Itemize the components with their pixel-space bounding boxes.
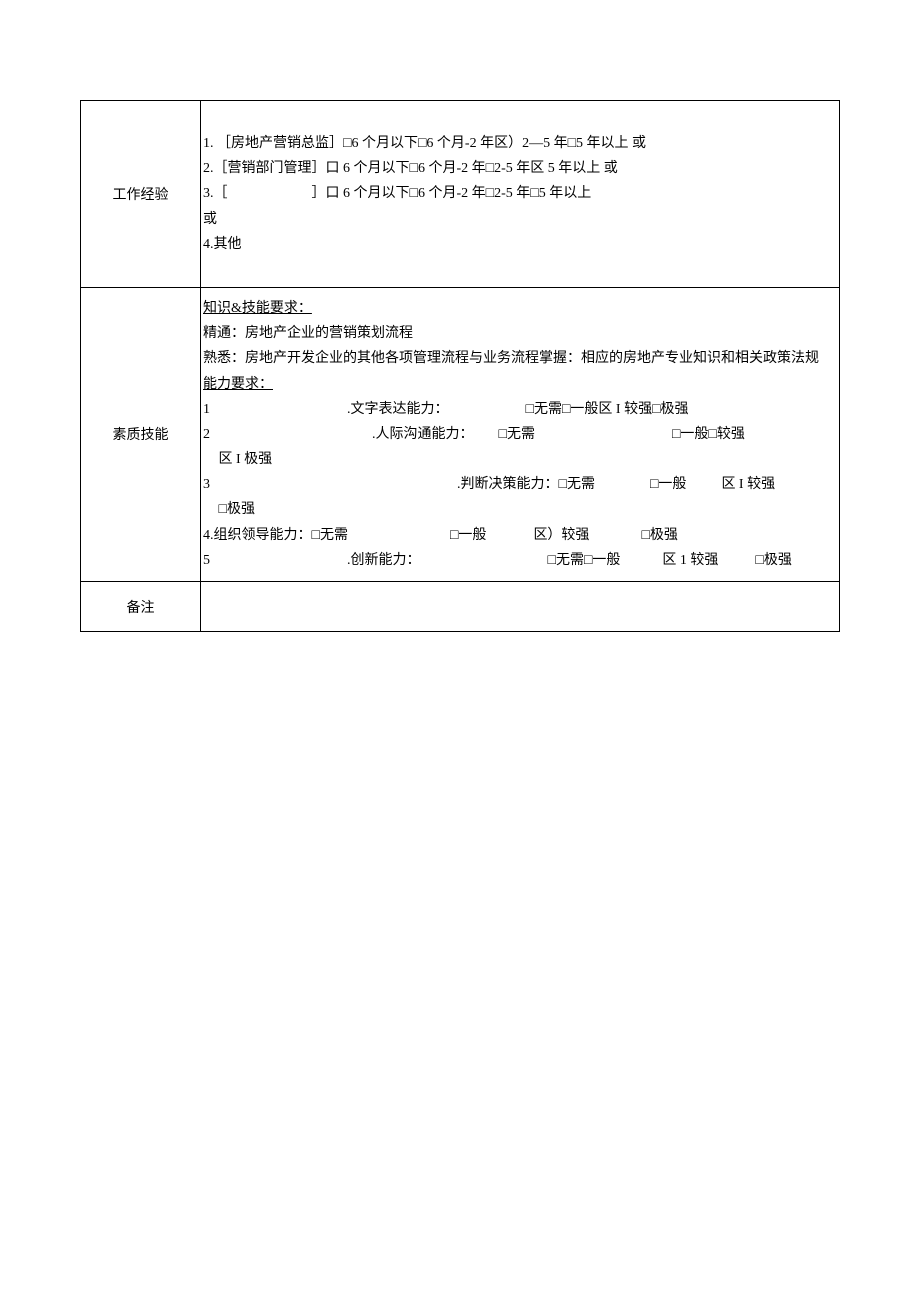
remark-content [201, 582, 840, 632]
exp-line-3: 3.［ ］口 6 个月以下□6 个月-2 年□2-5 年□5 年以上 [203, 181, 831, 206]
ability-4-opt3: □极强 [641, 528, 677, 543]
ability-1-opts: □无需□一般区 I 较强□极强 [526, 402, 689, 417]
label-text: 工作经验 [113, 188, 169, 203]
work-experience-label: 工作经验 [81, 101, 201, 288]
ability-5-opt3: □极强 [755, 553, 791, 568]
skills-label: 素质技能 [81, 287, 201, 581]
exp-line-1: 1. ［房地产营销总监］□6 个月以下□6 个月-2 年区）2—5 年□5 年以… [203, 131, 831, 156]
ability-2-opt3: 区 I 极强 [219, 452, 273, 467]
knowledge-line-2: 熟悉：房地产开发企业的其他各项管理流程与业务流程掌握：相应的房地产专业知识和相关… [203, 346, 831, 371]
ability-2: 2 .人际沟通能力： □无需 □一般□较强 区 I 极强 [203, 422, 831, 472]
remark-label: 备注 [81, 582, 201, 632]
work-experience-content: 1. ［房地产营销总监］□6 个月以下□6 个月-2 年区）2—5 年□5 年以… [201, 101, 840, 288]
knowledge-line-1: 精通：房地产企业的营销策划流程 [203, 321, 831, 346]
remark-row: 备注 [81, 582, 840, 632]
ability-1: 1 .文字表达能力： □无需□一般区 I 较强□极强 [203, 397, 831, 422]
skills-row: 素质技能 知识&技能要求： 精通：房地产企业的营销策划流程 熟悉：房地产开发企业… [81, 287, 840, 581]
ability-1-label: .文字表达能力： [347, 402, 449, 417]
ability-5: 5 .创新能力： □无需□一般 区 1 较强 □极强 [203, 548, 831, 573]
ability-3-opt2: 区 I 较强 [721, 477, 775, 492]
ability-4-opt1: □一般 [450, 528, 486, 543]
ability-3-num: 3 [203, 477, 210, 492]
label-text: 备注 [127, 601, 155, 616]
ability-3-label: .判断决策能力：□无需 [457, 477, 595, 492]
ability-5-opt2: 区 1 较强 [662, 553, 718, 568]
ability-1-num: 1 [203, 402, 210, 417]
ability-3-opt1: □一般 [650, 477, 686, 492]
ability-2-num: 2 [203, 427, 210, 442]
ability-2-label: .人际沟通能力： [372, 427, 474, 442]
job-requirements-table: 工作经验 1. ［房地产营销总监］□6 个月以下□6 个月-2 年区）2—5 年… [80, 100, 840, 632]
ability-5-label: .创新能力： [347, 553, 421, 568]
work-experience-row: 工作经验 1. ［房地产营销总监］□6 个月以下□6 个月-2 年区）2—5 年… [81, 101, 840, 288]
knowledge-header: 知识&技能要求： [203, 296, 831, 321]
ability-5-num: 5 [203, 553, 210, 568]
label-text: 素质技能 [113, 428, 169, 443]
ability-4-text: 4.组织领导能力：□无需 [203, 528, 348, 543]
ability-2-opt2: □一般□较强 [672, 427, 745, 442]
ability-3-opt3: □极强 [219, 502, 255, 517]
ability-5-opt1: □无需□一般 [548, 553, 621, 568]
skills-content: 知识&技能要求： 精通：房地产企业的营销策划流程 熟悉：房地产开发企业的其他各项… [201, 287, 840, 581]
ability-2-opt1: □无需 [499, 427, 535, 442]
exp-line-2: 2.［营销部门管理］口 6 个月以下□6 个月-2 年□2-5 年区 5 年以上… [203, 156, 831, 181]
ability-header: 能力要求： [203, 372, 831, 397]
ability-4: 4.组织领导能力：□无需 □一般 区）较强 □极强 [203, 523, 831, 548]
ability-3: 3 .判断决策能力：□无需 □一般 区 I 较强 □极强 [203, 472, 831, 522]
exp-line-3b: 或 [203, 207, 831, 232]
ability-4-opt2: 区）较强 [533, 528, 589, 543]
exp-line-4: 4.其他 [203, 232, 831, 257]
